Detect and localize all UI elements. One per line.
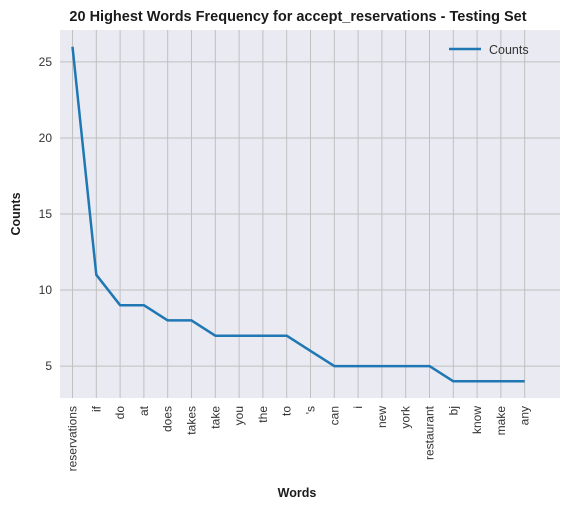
y-tick-label: 5 — [45, 359, 52, 373]
x-tick-label: take — [208, 406, 222, 429]
x-tick-label: i — [351, 406, 365, 409]
chart-title: 20 Highest Words Frequency for accept_re… — [69, 9, 526, 25]
x-tick-label: any — [518, 406, 532, 425]
x-tick-label: you — [232, 406, 246, 425]
x-tick-label: if — [89, 405, 103, 412]
x-tick-label: at — [137, 405, 151, 416]
x-tick-label: know — [470, 406, 484, 434]
series-line-counts — [71, 46, 525, 383]
y-tick-label: 15 — [39, 207, 53, 221]
y-tick-label: 25 — [39, 55, 53, 69]
grid-lines — [60, 30, 560, 398]
x-axis-label: Words — [278, 486, 317, 500]
legend: Counts — [449, 43, 529, 57]
x-tick-label: restaurant — [423, 405, 437, 460]
x-tick-label: can — [327, 406, 341, 425]
x-tick-label: 's — [304, 406, 318, 414]
x-tick-label: the — [256, 406, 270, 423]
x-tick-label: to — [280, 406, 294, 416]
x-tick-label: york — [399, 405, 413, 429]
y-axis-label: Counts — [9, 192, 23, 235]
x-tick-label: make — [494, 406, 508, 436]
y-tick-label: 20 — [39, 131, 53, 145]
y-axis-ticks: 5 10 15 20 25 — [39, 55, 53, 373]
x-tick-label: new — [375, 406, 389, 428]
x-axis-ticks: reservations if do at does takes take you the to '… — [66, 405, 532, 471]
x-tick-label: takes — [185, 406, 199, 435]
x-tick-label: do — [113, 406, 127, 420]
x-tick-label: does — [161, 406, 175, 432]
y-tick-label: 10 — [39, 283, 53, 297]
x-tick-label: reservations — [66, 406, 80, 471]
x-tick-label: bj — [446, 406, 460, 415]
legend-label-counts: Counts — [489, 43, 529, 57]
